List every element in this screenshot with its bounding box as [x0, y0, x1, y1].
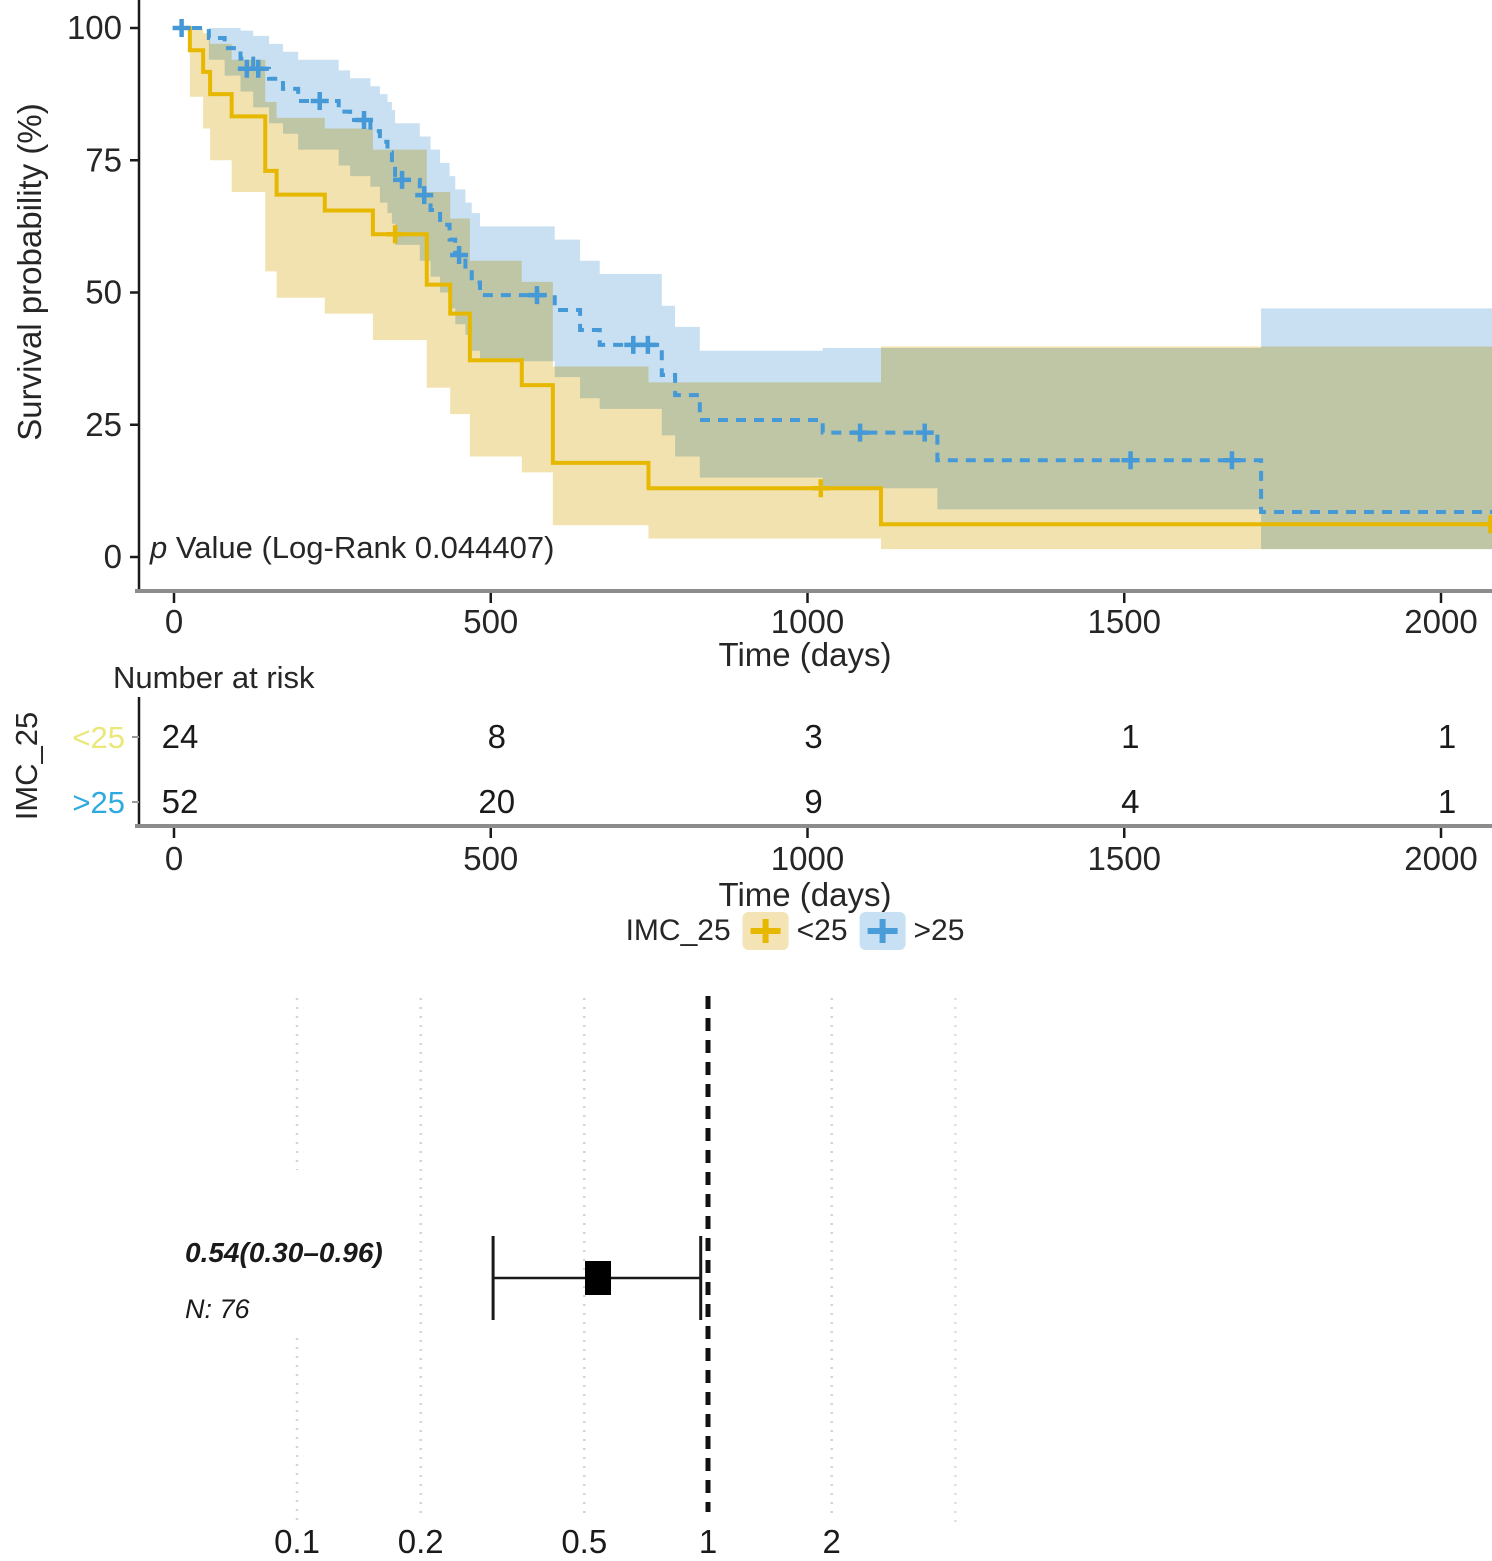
risk-x-tick-label: 1000	[771, 840, 844, 877]
km-censor-mark-gt25	[1121, 451, 1140, 470]
km-censor-mark-gt25	[393, 170, 412, 189]
risk-count-value: 1	[1121, 718, 1139, 755]
risk-count-value: 4	[1121, 783, 1139, 820]
legend-label-gt25: >25	[913, 914, 965, 947]
km-censor-mark-gt25	[915, 423, 934, 442]
km-censor-mark-gt25	[1222, 451, 1241, 470]
km-censor-mark-gt25	[638, 335, 657, 354]
km-censor-mark-gt25	[527, 286, 546, 305]
risk-count-value: 20	[478, 783, 515, 820]
km-censor-mark-gt25	[415, 186, 434, 205]
km-confidence-band-gt25	[174, 28, 1492, 550]
risk-table-title: Number at risk	[113, 660, 315, 695]
risk-x-axis-title: Time (days)	[718, 876, 892, 913]
km-censor-mark-gt25	[450, 245, 469, 264]
km-censor-mark-lt25	[386, 225, 405, 244]
km-censor-mark-gt25	[624, 335, 643, 354]
km-y-tick-label: 100	[67, 9, 122, 46]
km-panel	[172, 19, 1492, 550]
legend-key-gt25-icon	[859, 912, 906, 950]
pvalue-italic-p: p	[150, 530, 168, 565]
km-x-tick-label: 500	[463, 603, 518, 640]
risk-count-value: 3	[804, 718, 822, 755]
legend-title: IMC_25	[625, 914, 731, 947]
km-censor-mark-gt25	[249, 59, 268, 78]
km-censor-mark-gt25	[237, 59, 256, 78]
risk-count-value: 1	[1438, 718, 1456, 755]
km-censor-mark-gt25	[310, 92, 329, 111]
risk-count-value: 24	[162, 718, 199, 755]
legend-key-lt25-icon	[742, 912, 789, 950]
km-legend: IMC_25 <25 >25	[625, 912, 965, 950]
forest-x-tick-label: 0.2	[398, 1523, 444, 1560]
km-y-tick-label: 50	[85, 274, 122, 311]
forest-estimate-label: 0.54(0.30–0.96)	[185, 1237, 383, 1268]
km-censor-mark-gt25	[172, 19, 191, 37]
risk-count-value: 1	[1438, 783, 1456, 820]
km-curve-gt25	[174, 26, 1492, 515]
forest-n-label: N: 76	[185, 1294, 250, 1324]
forest-x-tick-label: 0.1	[274, 1523, 320, 1560]
forest-x-tick-label: 1	[699, 1523, 717, 1560]
km-confidence-band-lt25	[174, 28, 1492, 550]
forest-x-tick-label: 2	[823, 1523, 841, 1560]
risk-x-tick-label: 0	[165, 840, 183, 877]
pvalue-text: Value (Log-Rank 0.044407)	[167, 530, 555, 565]
risk-row-label-lt25: <25	[72, 720, 125, 755]
risk-count-value: 9	[804, 783, 822, 820]
legend-item-lt25: <25	[742, 912, 848, 950]
km-censor-mark-gt25	[355, 111, 374, 130]
forest-x-tick-label: 0.5	[561, 1523, 607, 1560]
legend-label-lt25: <25	[796, 914, 848, 947]
km-y-tick-label: 25	[85, 406, 122, 443]
km-curve-lt25	[174, 26, 1492, 527]
risk-row-label-gt25: >25	[72, 785, 125, 820]
km-y-tick-label: 0	[104, 538, 122, 575]
km-y-axis-title: Survival probability (%)	[11, 103, 48, 441]
forest-estimate-marker	[585, 1261, 612, 1295]
km-censor-mark-lt25	[1481, 515, 1492, 534]
risk-count-value: 52	[162, 783, 199, 820]
km-x-tick-label: 1500	[1088, 603, 1161, 640]
km-y-tick-label: 75	[85, 141, 122, 178]
km-pvalue-annotation: p Value (Log-Rank 0.044407)	[150, 530, 554, 566]
km-x-tick-label: 0	[165, 603, 183, 640]
risk-x-tick-label: 2000	[1404, 840, 1477, 877]
risk-count-value: 8	[488, 718, 506, 755]
km-x-tick-label: 1000	[771, 603, 844, 640]
km-censor-mark-lt25	[811, 479, 830, 498]
km-x-axis-title: Time (days)	[718, 636, 892, 673]
risk-x-tick-label: 500	[463, 840, 518, 877]
km-censor-mark-gt25	[851, 423, 870, 442]
legend-item-gt25: >25	[859, 912, 965, 950]
risk-group-axis-label: IMC_25	[9, 711, 44, 821]
risk-x-tick-label: 1500	[1088, 840, 1161, 877]
km-x-tick-label: 2000	[1404, 603, 1477, 640]
